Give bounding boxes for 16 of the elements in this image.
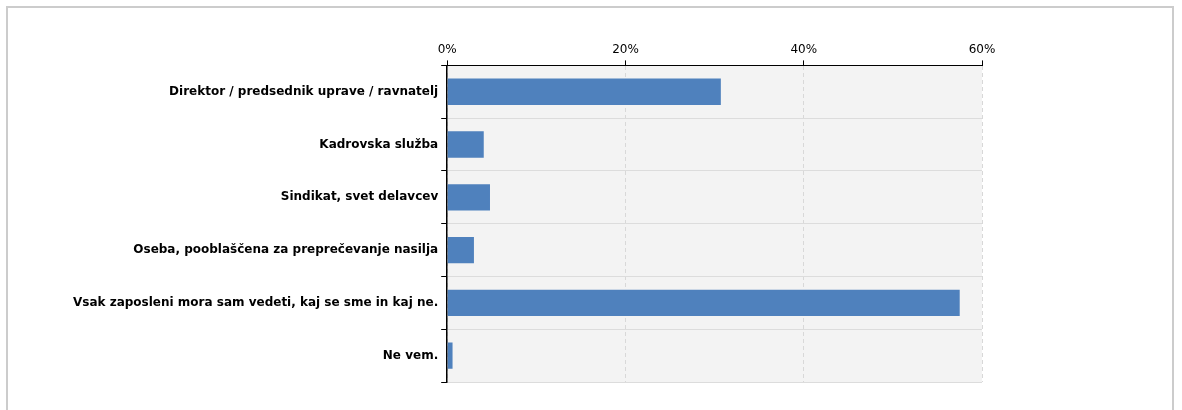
bar (447, 78, 721, 105)
bar (447, 131, 484, 158)
x-tick-label: 20% (612, 42, 639, 57)
bar (447, 236, 474, 264)
y-tick-label: Vsak zaposleni mora sam vedeti, kaj se sme in kaj ne. (73, 294, 439, 309)
y-tick-label: Kadrovska služba (319, 136, 439, 151)
bar (447, 184, 490, 211)
bar (447, 289, 960, 317)
x-tick-label: 40% (790, 42, 818, 57)
y-tick-label: Oseba, pooblaščena za preprečevanje nasilja (133, 242, 439, 257)
y-tick-label: Direktor / predsednik uprave / ravnatelj (169, 83, 439, 98)
y-tick-label: Ne vem. (382, 347, 439, 362)
x-tick-label: 0% (437, 42, 457, 57)
bar (447, 342, 453, 369)
x-tick-label: 60% (968, 42, 996, 57)
y-tick-label: Sindikat, svet delavcev (280, 189, 439, 204)
